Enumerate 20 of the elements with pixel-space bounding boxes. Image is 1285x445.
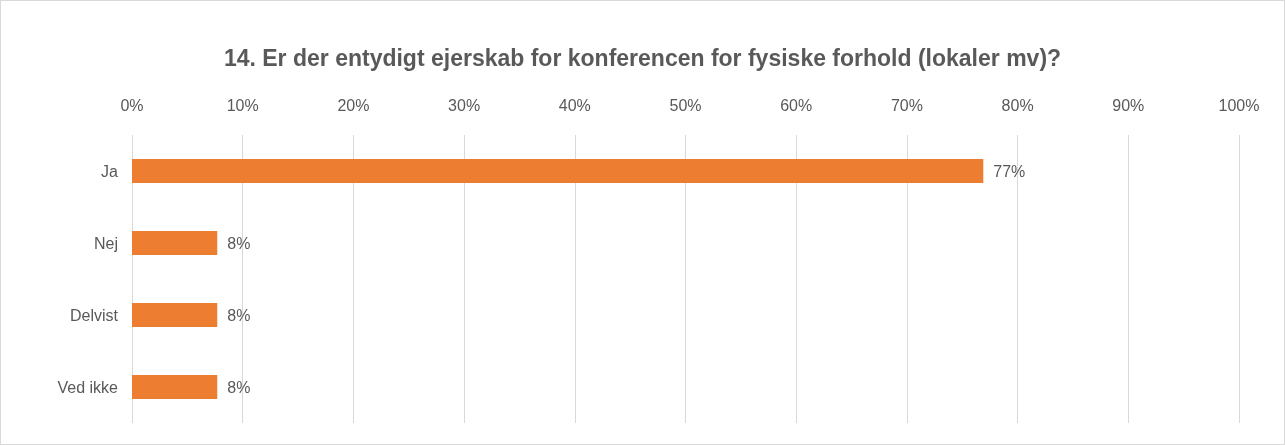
data-label: 8% xyxy=(227,234,251,252)
x-tick-label: 30% xyxy=(448,96,481,114)
data-label: 77% xyxy=(993,162,1026,180)
x-tick-label: 100% xyxy=(1218,96,1260,114)
chart-title: 14. Er der entydigt ejerskab for konferencen for fysiske forhold (lokaler mv)? xyxy=(223,44,1062,71)
data-label: 8% xyxy=(227,378,251,396)
x-tick-label: 40% xyxy=(558,96,591,114)
x-tick-label: 80% xyxy=(1001,96,1034,114)
x-tick-label: 60% xyxy=(780,96,813,114)
y-tick-label: Ja xyxy=(101,162,119,180)
x-tick-label: 90% xyxy=(1112,96,1145,114)
y-tick-label: Delvist xyxy=(69,306,119,324)
y-tick-label: Nej xyxy=(93,234,118,252)
y-tick-label: Ved ikke xyxy=(57,378,119,396)
x-tick-label: 0% xyxy=(120,96,144,114)
x-tick-label: 20% xyxy=(337,96,370,114)
x-tick-label: 70% xyxy=(890,96,923,114)
x-tick-label: 50% xyxy=(669,96,702,114)
x-tick-label: 10% xyxy=(226,96,259,114)
data-label: 8% xyxy=(227,306,251,324)
